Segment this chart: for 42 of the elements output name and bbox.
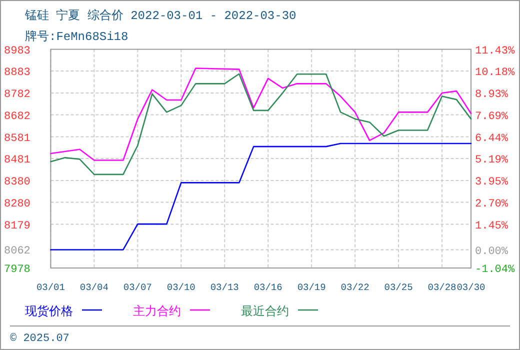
x-tick-label: 03/07 bbox=[123, 282, 152, 293]
x-tick-label: 03/16 bbox=[254, 282, 283, 293]
line-series bbox=[50, 73, 472, 176]
y2-tick-label: 0.00% bbox=[475, 246, 508, 258]
y-tick-label: 8280 bbox=[4, 198, 30, 210]
y-tick-label: 8581 bbox=[4, 132, 31, 145]
y-tick-label: 8883 bbox=[4, 67, 30, 80]
x-tick-label: 03/30 bbox=[456, 282, 486, 293]
x-tick-label: 03/22 bbox=[340, 282, 370, 293]
x-tick-label: 03/13 bbox=[210, 282, 240, 293]
y2-tick-label: 7.69% bbox=[475, 110, 508, 123]
line-series bbox=[50, 142, 472, 250]
y2-tick-label: 6.44% bbox=[475, 132, 508, 145]
y-tick-label: 8983 bbox=[4, 45, 30, 58]
legend-label: 主力合约 bbox=[133, 304, 181, 318]
y2-tick-label: 1.45% bbox=[475, 220, 508, 232]
y-tick-label: 8481 bbox=[4, 154, 31, 167]
x-tick-label: 03/28 bbox=[428, 282, 457, 293]
legend-label: 最近合约 bbox=[241, 304, 289, 318]
y-tick-label: 8380 bbox=[4, 176, 30, 189]
y2-tick-label: 8.93% bbox=[475, 89, 508, 102]
chart-subtitle: 牌号:FeMn68Si18 bbox=[25, 30, 128, 44]
y-tick-label: 8062 bbox=[4, 246, 30, 258]
y-tick-label: 8682 bbox=[4, 110, 30, 123]
y2-tick-label: 10.18% bbox=[475, 67, 516, 80]
y-tick-label: 8179 bbox=[4, 220, 30, 232]
y2-tick-label: 2.70% bbox=[475, 198, 508, 210]
y2-tick-label: 11.43% bbox=[475, 45, 516, 58]
x-tick-label: 03/04 bbox=[80, 282, 109, 293]
legend-label: 现货价格 bbox=[25, 304, 73, 318]
line-series bbox=[50, 68, 472, 161]
x-tick-label: 03/19 bbox=[297, 282, 326, 293]
y-tick-label: 7978 bbox=[4, 264, 30, 276]
chart-title: 锰硅 宁夏 综合价 2022-03-01 - 2022-03-30 bbox=[24, 8, 296, 23]
y2-tick-label: 5.19% bbox=[475, 154, 508, 167]
text: © 2025.07 bbox=[10, 333, 70, 345]
x-tick-label: 03/01 bbox=[36, 282, 66, 293]
y2-tick-label: -1.04% bbox=[475, 264, 516, 276]
y2-tick-label: 3.95% bbox=[475, 176, 508, 188]
x-tick-label: 03/25 bbox=[384, 282, 414, 293]
y-tick-label: 8782 bbox=[4, 89, 30, 102]
x-tick-label: 03/10 bbox=[166, 282, 196, 293]
